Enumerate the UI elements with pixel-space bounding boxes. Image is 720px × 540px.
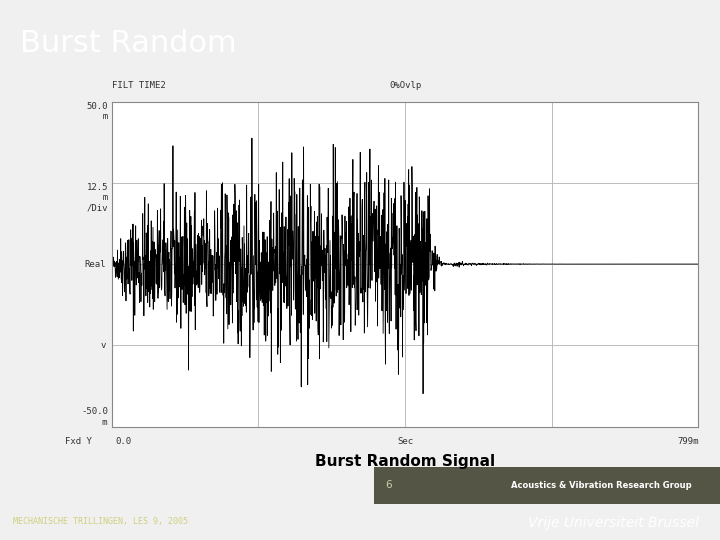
Text: Burst Random: Burst Random: [20, 30, 237, 58]
Text: 799m: 799m: [677, 437, 698, 446]
Bar: [374, 467, 720, 503]
Text: Vrije Universiteit Brussel: Vrije Universiteit Brussel: [528, 516, 698, 530]
Text: Fxd Y: Fxd Y: [65, 437, 91, 446]
Text: Real: Real: [84, 260, 106, 268]
Text: -50.0
   m: -50.0 m: [81, 407, 108, 427]
Text: MECHANISCHE TRILLINGEN, LES 9, 2005: MECHANISCHE TRILLINGEN, LES 9, 2005: [13, 517, 188, 525]
Text: v: v: [101, 341, 106, 350]
Text: 0%Ovlp: 0%Ovlp: [389, 80, 421, 90]
Text: 0.0: 0.0: [115, 437, 131, 446]
Text: Burst Random Signal: Burst Random Signal: [315, 454, 495, 469]
Text: 12.5
  m
/Div: 12.5 m /Div: [86, 183, 108, 213]
Text: FILT TIME2: FILT TIME2: [112, 80, 166, 90]
Text: 50.0
  m: 50.0 m: [86, 102, 108, 121]
Text: Acoustics & Vibration Research Group: Acoustics & Vibration Research Group: [510, 481, 691, 490]
Text: 6: 6: [385, 480, 392, 490]
Text: Sec: Sec: [397, 437, 413, 446]
